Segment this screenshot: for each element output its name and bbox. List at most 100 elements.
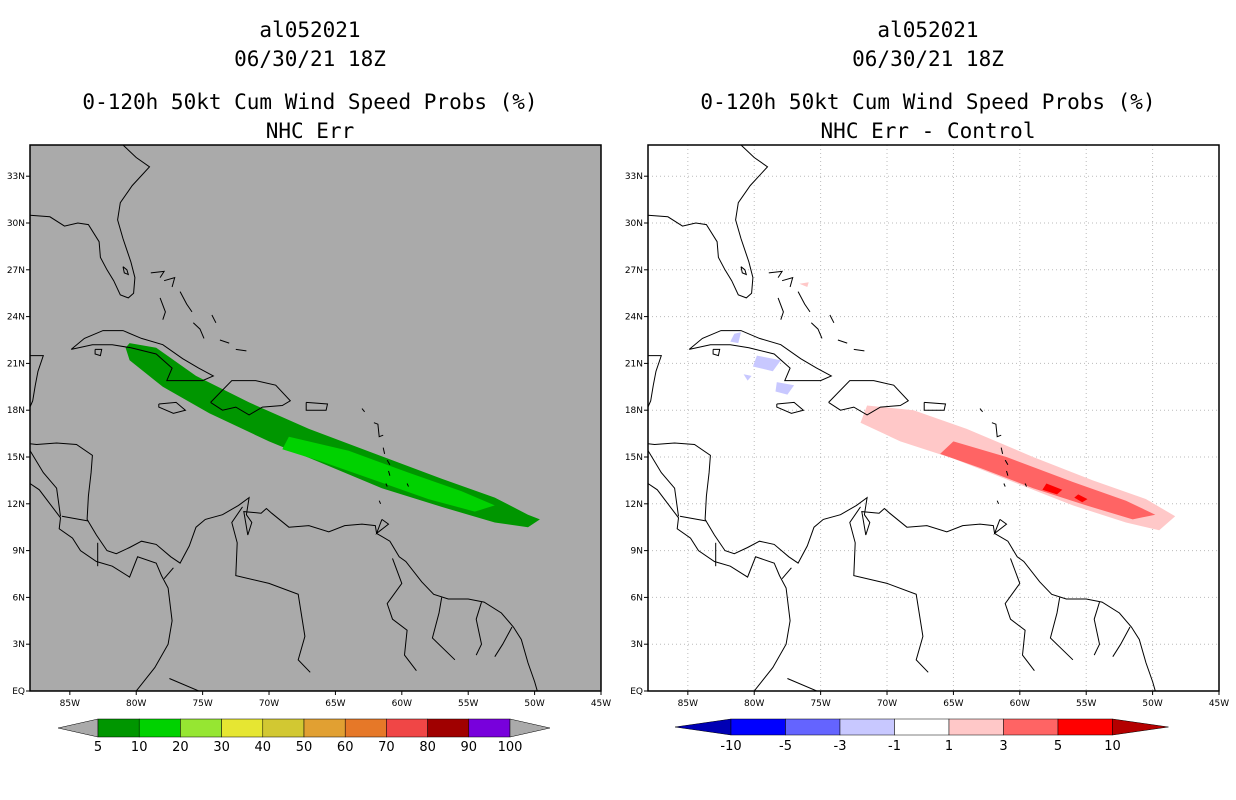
- coastline: [853, 348, 865, 352]
- lat-tick-label: 6N: [631, 593, 643, 603]
- lat-tick-label: 21N: [625, 359, 643, 369]
- coastline: [179, 291, 193, 313]
- colorbar-left-swatch: [138, 718, 181, 738]
- colorbar-right-swatch: [948, 718, 1004, 736]
- lon-tick-label: 50W: [1142, 699, 1162, 709]
- prob-region-1: [940, 441, 1156, 520]
- coastline: [1004, 558, 1035, 672]
- coastline: [361, 408, 365, 413]
- coastline: [1093, 601, 1101, 656]
- lat-tick-label: 12N: [625, 500, 643, 510]
- colorbar-right-label: -3: [834, 739, 847, 754]
- prob-region-1: [282, 436, 495, 512]
- coastline: [163, 276, 176, 288]
- lat-tick-label: 24N: [625, 313, 643, 323]
- colorbar-left-swatch: [97, 718, 140, 738]
- colorbar-left-swatch: [344, 718, 387, 738]
- lat-tick-label: 9N: [13, 547, 25, 557]
- colorbar-left-swatch: [262, 718, 305, 738]
- coastline: [158, 401, 187, 414]
- coastline: [768, 270, 784, 278]
- map-panel-0: 85W 80W 75W 70W 65W 60W 55W 50W 45W EQ 3N 6N 9N 12N 15…: [7, 144, 611, 709]
- colorbar-right-label: -1: [888, 739, 901, 754]
- coastline: [192, 322, 205, 339]
- map-background: [30, 145, 601, 691]
- right-chart-heading: 0-120h 50kt Cum Wind Speed Probs (%) NHC…: [648, 88, 1208, 146]
- coastline: [688, 330, 833, 382]
- lon-tick-label: 85W: [678, 699, 698, 709]
- lat-tick-label: 12N: [7, 500, 25, 510]
- coastline: [1024, 483, 1027, 487]
- coastline: [219, 339, 230, 344]
- lat-tick-label: 27N: [625, 266, 643, 276]
- lat-tick-label: 33N: [7, 172, 25, 182]
- right-datetime: 06/30/21 18Z: [852, 47, 1004, 71]
- coastline: [30, 145, 151, 299]
- coastline: [648, 355, 1156, 691]
- colorbar-right-high-arrow: [1112, 718, 1169, 736]
- left-storm-id: al052021: [259, 18, 361, 42]
- map-frame: [29, 144, 602, 692]
- colorbar-left: 5 10 20 30 40 50 60 70 80 90 100: [57, 718, 551, 755]
- coastline: [776, 401, 805, 414]
- colorbar-right-swatch: [894, 718, 950, 736]
- lat-tick-label: 3N: [631, 640, 643, 650]
- colorbar-left-label: 20: [172, 740, 189, 755]
- lat-tick-label: 15N: [7, 453, 25, 463]
- coastline: [1004, 459, 1009, 466]
- coastline: [991, 422, 1002, 438]
- colorbar-right-label: 3: [999, 739, 1007, 754]
- coastline: [712, 348, 721, 357]
- colorbar-left-swatch: [386, 718, 428, 738]
- lon-tick-label: 70W: [877, 699, 897, 709]
- colorbar-right-label: 10: [1104, 739, 1121, 754]
- coastline: [30, 483, 173, 691]
- coastline: [150, 270, 166, 278]
- coastline: [378, 500, 382, 505]
- coastline: [828, 380, 910, 416]
- lon-tick-label: 45W: [1209, 699, 1229, 709]
- lat-tick-label: 18N: [625, 406, 643, 416]
- colorbar-left-swatch: [468, 718, 511, 738]
- coastline: [431, 597, 456, 661]
- lon-tick-label: 60W: [1010, 699, 1030, 709]
- coastline: [61, 515, 89, 522]
- colorbar-right-label: -5: [779, 739, 792, 754]
- coastline: [993, 518, 1008, 535]
- coastline: [305, 401, 329, 411]
- lat-tick-label: 30N: [625, 219, 643, 229]
- coastline: [1003, 483, 1006, 487]
- left-datetime: 06/30/21 18Z: [234, 47, 386, 71]
- coastline: [810, 322, 823, 339]
- map-frame: [647, 144, 1220, 692]
- lat-tick-label: EQ: [12, 687, 25, 697]
- lon-tick-label: 45W: [591, 699, 611, 709]
- colorbar-left-label: 50: [296, 740, 313, 755]
- colorbar-right-swatch: [1003, 718, 1059, 736]
- coastline: [648, 449, 679, 517]
- coastline: [30, 355, 538, 691]
- map-panel-1: 85W 80W 75W 70W 65W 60W 55W 50W 45W EQ 3N 6N 9N 12N 15…: [625, 144, 1229, 709]
- map-layer: [648, 145, 1219, 691]
- colorbar-left-label: 80: [419, 740, 436, 755]
- coastline: [94, 348, 103, 357]
- colorbar-right-swatch: [839, 718, 895, 736]
- colorbar-right-label: -10: [720, 739, 741, 754]
- colorbar-left-swatch: [303, 718, 346, 738]
- colorbar-left-low-arrow: [57, 718, 99, 738]
- colorbar-right-low-arrow: [674, 718, 732, 736]
- lat-tick-label: 33N: [625, 172, 643, 182]
- lon-tick-label: 50W: [524, 699, 544, 709]
- prob-region-6: [775, 382, 795, 395]
- coastline: [235, 348, 247, 352]
- coastline: [979, 408, 983, 413]
- prob-region-0: [125, 343, 540, 528]
- lon-tick-label: 55W: [1076, 699, 1096, 709]
- prob-region-5: [752, 355, 781, 372]
- lat-tick-label: 9N: [631, 547, 643, 557]
- right-storm-id: al052021: [877, 18, 979, 42]
- coastline: [679, 515, 707, 522]
- coastline: [1049, 597, 1074, 661]
- colorbar-left-label: 60: [337, 740, 354, 755]
